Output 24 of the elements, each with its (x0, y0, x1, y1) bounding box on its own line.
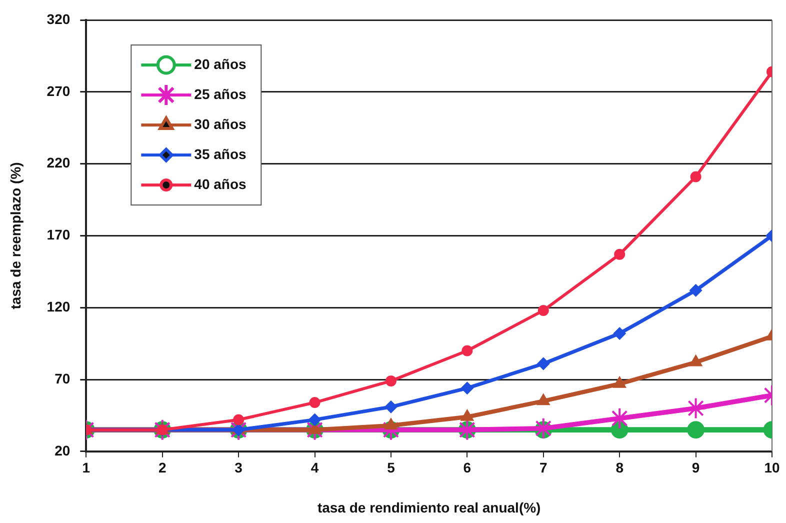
legend-label: 20 años (194, 56, 247, 72)
x-tick-label: 7 (539, 460, 548, 476)
x-tick-label: 5 (387, 460, 396, 476)
x-axis-title: tasa de rendimiento real anual(%) (317, 499, 541, 516)
y-tick-label: 220 (46, 154, 70, 171)
y-axis-title: tasa de reemplazo (%) (7, 162, 24, 310)
y-tick-label: 270 (46, 82, 70, 99)
x-tick-label: 8 (616, 460, 624, 476)
legend-label: 25 años (194, 86, 247, 102)
y-tick-label: 120 (46, 298, 70, 314)
x-tick-label: 4 (310, 460, 319, 476)
legend-label: 30 años (194, 116, 247, 132)
x-tick-label: 3 (234, 460, 243, 476)
x-tick-label: 1 (82, 460, 90, 476)
y-tick-label: 170 (46, 226, 70, 243)
legend-label: 35 años (194, 146, 247, 162)
y-tick-label: 20 (54, 442, 70, 458)
x-tick-label: 2 (158, 460, 166, 476)
y-tick-label: 70 (54, 370, 70, 386)
y-tick-label: 320 (46, 10, 70, 27)
x-tick-label: 9 (692, 460, 700, 476)
x-tick-label: 6 (463, 460, 472, 476)
x-tick-label: 10 (764, 460, 780, 476)
legend-label: 40 años (194, 176, 247, 192)
